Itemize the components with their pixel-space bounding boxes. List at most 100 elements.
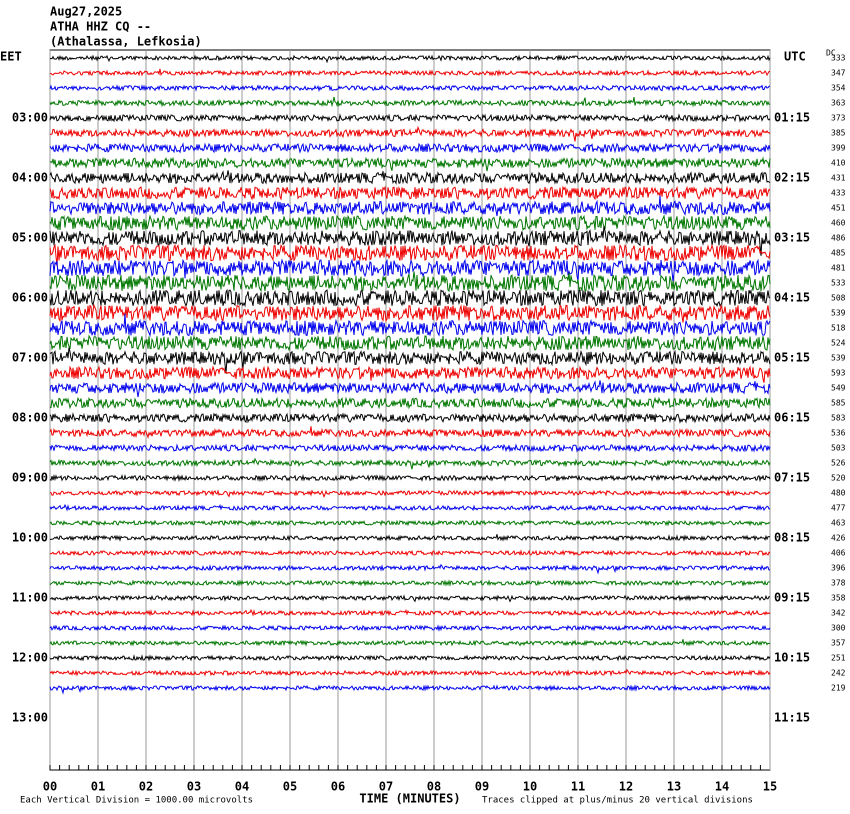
trace — [49, 473, 771, 483]
x-tick-label: 03 — [187, 780, 201, 794]
left-time: 05:00 — [12, 231, 48, 245]
trace — [49, 579, 771, 587]
trace — [49, 125, 771, 142]
dc-value: 251 — [831, 654, 846, 663]
dc-value: 433 — [831, 189, 846, 198]
dc-value: 585 — [831, 399, 846, 408]
trace — [49, 54, 771, 64]
right-time: 02:15 — [774, 171, 810, 185]
dc-value: 354 — [831, 84, 846, 93]
trace — [49, 684, 771, 695]
trace — [49, 563, 771, 575]
scale-note: Each Vertical Division = 1000.00 microvo… — [20, 796, 253, 806]
trace — [49, 426, 771, 440]
header-line: ATHA HHZ CQ -- — [50, 20, 151, 34]
dc-value: 357 — [831, 639, 846, 648]
dc-value: 333 — [831, 54, 846, 63]
trace — [49, 170, 771, 186]
dc-value: 524 — [831, 339, 846, 348]
dc-value: 426 — [831, 534, 846, 543]
dc-value: 406 — [831, 549, 846, 558]
right-time: 11:15 — [774, 711, 810, 725]
x-tick-label: 15 — [763, 780, 777, 794]
x-tick-label: 00 — [43, 780, 57, 794]
dc-value: 396 — [831, 564, 846, 573]
dc-value: 508 — [831, 294, 846, 303]
right-time: 04:15 — [774, 291, 810, 305]
dc-value: 363 — [831, 99, 846, 108]
x-tick-label: 02 — [139, 780, 153, 794]
dc-value: 385 — [831, 129, 846, 138]
left-time: 08:00 — [12, 411, 48, 425]
left-time: 06:00 — [12, 291, 48, 305]
x-tick-label: 11 — [571, 780, 585, 794]
trace — [49, 668, 771, 677]
trace — [49, 68, 771, 77]
trace — [49, 365, 771, 383]
dc-value: 431 — [831, 174, 846, 183]
dc-value: 399 — [831, 144, 846, 153]
dc-value: 593 — [831, 369, 846, 378]
x-tick-label: 07 — [379, 780, 393, 794]
trace — [49, 303, 771, 323]
trace — [49, 271, 771, 293]
left-time: 12:00 — [12, 651, 48, 665]
trace — [49, 396, 771, 410]
left-time: 09:00 — [12, 471, 48, 485]
dc-value: 477 — [831, 504, 846, 513]
right-time: 07:15 — [774, 471, 810, 485]
x-tick-label: 09 — [475, 780, 489, 794]
right-time: 10:15 — [774, 651, 810, 665]
right-time: 09:15 — [774, 591, 810, 605]
trace — [49, 195, 771, 217]
x-axis-title: TIME (MINUTES) — [359, 792, 460, 806]
dc-value: 583 — [831, 414, 846, 423]
right-zone: UTC — [784, 50, 806, 64]
left-time: 04:00 — [12, 171, 48, 185]
trace — [49, 96, 771, 108]
header-line: (Athalassa, Lefkosia) — [50, 35, 202, 49]
dc-value: 536 — [831, 429, 846, 438]
dc-value: 480 — [831, 489, 846, 498]
trace — [49, 113, 771, 123]
right-time: 06:15 — [774, 411, 810, 425]
dc-value: 520 — [831, 474, 846, 483]
trace — [49, 334, 771, 352]
trace — [49, 313, 771, 338]
trace — [49, 288, 771, 308]
dc-value: 378 — [831, 579, 846, 588]
dc-value: 342 — [831, 609, 846, 618]
dc-heading: DC — [826, 49, 836, 58]
dc-value: 242 — [831, 669, 846, 678]
right-time: 05:15 — [774, 351, 810, 365]
trace — [49, 214, 771, 232]
left-time: 07:00 — [12, 351, 48, 365]
dc-value: 486 — [831, 234, 846, 243]
dc-value: 533 — [831, 279, 846, 288]
left-time: 03:00 — [12, 111, 48, 125]
clip-note: Traces clipped at plus/minus 20 vertical… — [482, 796, 753, 806]
dc-value: 347 — [831, 69, 846, 78]
dc-value: 358 — [831, 594, 846, 603]
trace — [49, 412, 771, 424]
x-tick-label: 14 — [715, 780, 729, 794]
trace — [49, 258, 771, 282]
x-tick-label: 10 — [523, 780, 537, 794]
dc-value: 463 — [831, 519, 846, 528]
dc-value: 526 — [831, 459, 846, 468]
x-tick-label: 01 — [91, 780, 105, 794]
plot-frame — [49, 49, 771, 771]
trace — [49, 654, 771, 662]
dc-value: 503 — [831, 444, 846, 453]
dc-value: 539 — [831, 354, 846, 363]
dc-value: 549 — [831, 384, 846, 393]
trace — [49, 624, 771, 632]
left-time: 10:00 — [12, 531, 48, 545]
trace — [49, 142, 771, 154]
trace — [49, 443, 771, 453]
left-zone: EET — [0, 50, 22, 64]
trace — [49, 608, 771, 617]
dc-value: 539 — [831, 309, 846, 318]
